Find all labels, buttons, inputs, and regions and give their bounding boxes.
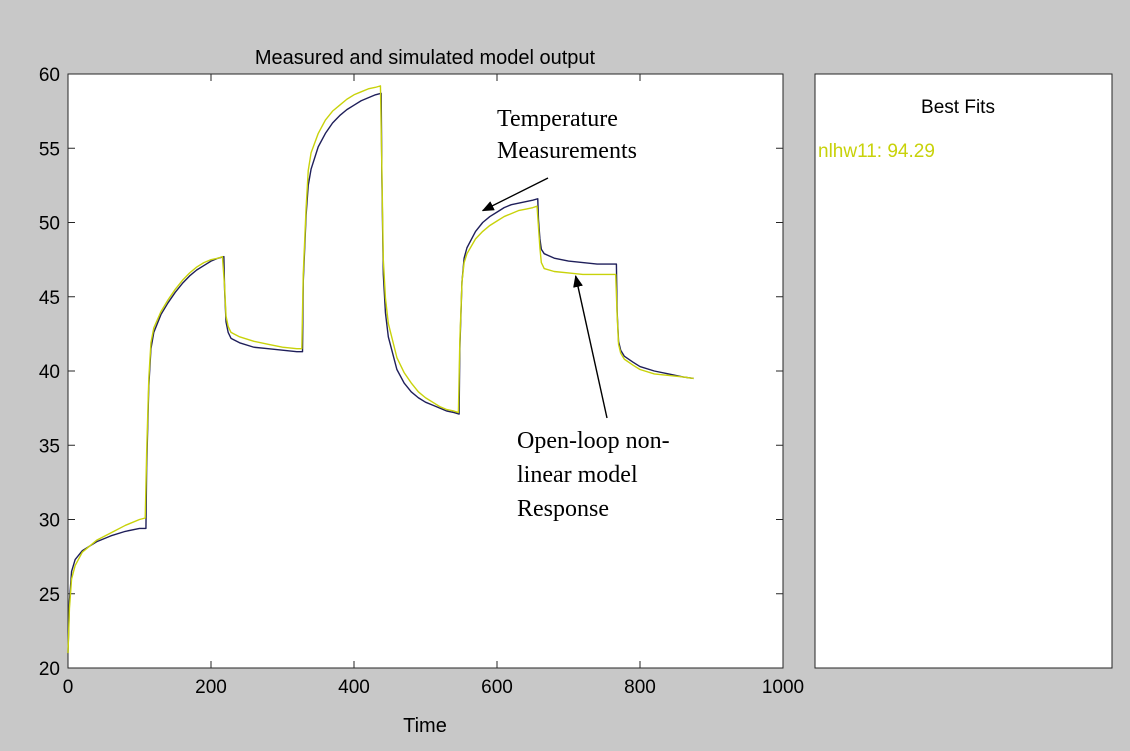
y-tick-label: 30 [39,511,60,532]
best-fit-entry: nlhw11: 94.29 [818,141,935,162]
main-axes: Measured and simulated model output Time… [39,47,804,737]
x-tick-label: 600 [481,677,513,698]
series-layer [67,85,694,654]
y-tick-label: 55 [39,139,60,160]
x-tick-label: 0 [63,677,74,698]
best-fits-entries: nlhw11: 94.29 [818,141,935,162]
y-tick-label: 25 [39,585,60,606]
annotation-text: linear model [517,462,638,488]
x-axis-label: Time [403,715,447,737]
best-fits-panel: Best Fits nlhw11: 94.29 [814,73,1113,669]
x-axis-ticks: 0 200 400 600 800 1000 [63,74,804,698]
annotation-2: Open-loop non-linear model Response [517,274,670,522]
y-tick-label: 50 [39,214,60,235]
plot-area[interactable] [67,73,784,669]
x-tick-label: 800 [624,677,656,698]
y-tick-label: 40 [39,362,60,383]
annotation-1: Temperature Measurements [481,106,637,212]
annotation-text: Response [517,496,609,522]
annotation-text: Temperature [497,106,618,132]
y-tick-label: 45 [39,288,60,309]
y-tick-label: 35 [39,436,60,457]
best-fits-box[interactable] [814,73,1113,669]
x-tick-label: 1000 [762,677,804,698]
y-tick-label: 20 [39,659,60,680]
annotation-arrow [573,274,608,419]
series-line-2 [67,85,694,654]
y-axis-ticks: 20 25 30 35 40 45 50 55 60 [39,65,783,680]
best-fits-title: Best Fits [921,97,995,118]
x-tick-label: 200 [195,677,227,698]
y-tick-label: 60 [39,65,60,86]
annotations: Temperature Measurements Open-loop non-lin… [481,106,670,522]
annotation-text: Open-loop non- [517,428,670,454]
chart-title: Measured and simulated model output [255,47,596,69]
x-tick-label: 400 [338,677,370,698]
annotation-text: Measurements [497,138,637,164]
annotation-arrow [481,177,549,212]
